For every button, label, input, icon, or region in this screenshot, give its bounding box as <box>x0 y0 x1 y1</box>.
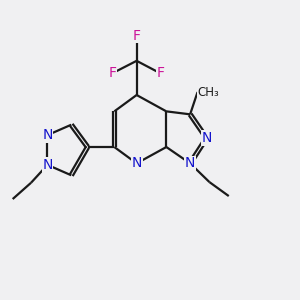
Text: F: F <box>133 28 141 43</box>
Text: F: F <box>108 66 116 80</box>
Text: N: N <box>201 131 212 145</box>
Text: N: N <box>131 156 142 170</box>
Text: N: N <box>185 156 195 170</box>
Text: N: N <box>42 128 52 142</box>
Text: F: F <box>156 66 164 80</box>
Text: N: N <box>42 158 52 172</box>
Text: CH₃: CH₃ <box>198 85 219 98</box>
